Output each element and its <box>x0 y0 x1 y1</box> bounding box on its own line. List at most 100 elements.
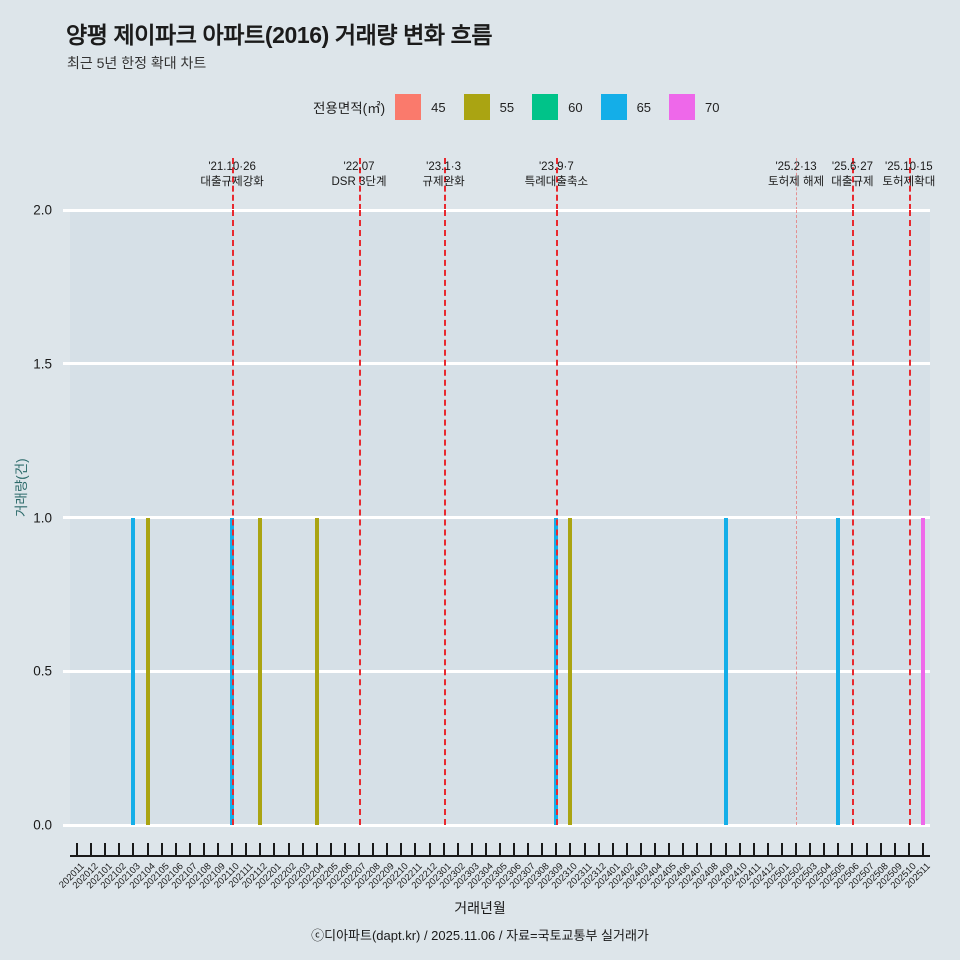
x-tick-mark <box>625 843 628 857</box>
event-label-202301: '23.1·3 규제완화 <box>422 160 464 190</box>
legend-item-label: 60 <box>568 99 583 115</box>
event-label-202207: '22.07 DSR 3단계 <box>332 160 387 190</box>
x-tick-mark <box>470 843 473 857</box>
legend-item[interactable]: 65 <box>600 94 663 120</box>
x-tick-mark <box>174 843 177 857</box>
x-tick-mark <box>358 843 361 857</box>
x-tick-mark <box>245 843 248 857</box>
x-tick-mark <box>823 843 826 857</box>
x-tick-mark <box>231 843 234 857</box>
legend-item[interactable]: 70 <box>669 94 731 120</box>
plot-area <box>70 208 930 827</box>
y-tick-mark <box>63 362 70 366</box>
legend-item[interactable]: 55 <box>463 94 526 120</box>
event-line-top-202110 <box>232 158 235 210</box>
x-tick-mark <box>76 843 79 857</box>
event-line-202309 <box>556 210 559 825</box>
x-tick-mark <box>569 843 572 857</box>
event-date: '22.07 <box>343 161 375 173</box>
event-line-202207 <box>359 210 362 825</box>
x-tick-mark <box>217 843 220 857</box>
y-tick-mark <box>63 823 70 827</box>
x-tick-mark <box>527 843 530 857</box>
x-tick-mark <box>90 843 93 857</box>
x-tick-mark <box>597 843 600 857</box>
legend: 전용면적(㎡) 45 55 60 65 70 <box>313 93 738 121</box>
gridline <box>70 516 930 519</box>
x-tick-mark <box>118 843 121 857</box>
bar-55-202112[interactable] <box>258 517 263 825</box>
legend-title: 전용면적(㎡) <box>313 101 386 116</box>
legend-item[interactable]: 45 <box>395 94 457 120</box>
x-axis-title: 거래년월 <box>454 900 506 916</box>
x-tick-mark <box>513 843 516 857</box>
event-line-top-202301 <box>443 158 446 210</box>
x-tick-mark <box>104 843 107 857</box>
x-tick-mark <box>202 843 205 857</box>
legend-item-label: 45 <box>431 99 446 115</box>
footer-credit: ⓒ디아파트(dapt.kr) / 2025.11.06 / 자료=국토교통부 실… <box>311 928 649 943</box>
event-name: 토허제 해제 <box>768 176 825 188</box>
bar-65-202103[interactable] <box>131 517 136 825</box>
x-tick-mark <box>555 843 558 857</box>
legend-item[interactable]: 60 <box>532 94 594 120</box>
legend-item-label: 65 <box>636 99 652 115</box>
event-line-top-202510 <box>908 158 911 210</box>
x-tick-mark <box>710 843 713 857</box>
event-name: DSR 3단계 <box>331 176 387 188</box>
bar-55-202204[interactable] <box>314 517 319 825</box>
bar-65-202409[interactable] <box>723 517 728 825</box>
x-tick-mark <box>386 843 389 857</box>
x-tick-mark <box>583 843 586 857</box>
event-line-202510 <box>908 210 911 825</box>
x-tick-mark <box>795 843 798 857</box>
x-tick-mark <box>315 843 318 857</box>
x-tick-mark <box>682 843 685 857</box>
x-tick-mark <box>738 843 741 857</box>
event-line-202506 <box>852 210 855 825</box>
x-tick-mark <box>780 843 783 857</box>
page-title: 양평 제이파크 아파트(2016) 거래량 변화 흐름 <box>66 22 493 48</box>
x-tick-mark <box>484 843 487 857</box>
x-tick-mark <box>752 843 755 857</box>
x-tick-mark <box>541 843 544 857</box>
x-tick-mark <box>893 843 896 857</box>
x-tick-mark <box>146 843 149 857</box>
event-label-202309: '23.9·7 특례대출축소 <box>525 160 588 190</box>
legend-swatch-icon <box>532 94 559 120</box>
event-label-202502: '25.2·13 토허제 해제 <box>768 160 824 190</box>
x-tick-mark <box>287 843 290 857</box>
x-tick-mark <box>724 843 727 857</box>
x-tick-mark <box>456 843 459 857</box>
x-tick-mark <box>301 843 304 857</box>
x-tick-mark <box>329 843 332 857</box>
bar-70-202511[interactable] <box>920 517 925 825</box>
bar-65-202505[interactable] <box>836 517 841 825</box>
event-date: '25.10·15 <box>885 161 933 173</box>
event-line-top-202502 <box>796 158 798 210</box>
y-tick-mark <box>63 208 70 212</box>
x-tick-mark <box>696 843 699 857</box>
bar-55-202310[interactable] <box>568 517 573 825</box>
x-tick-mark <box>259 843 262 857</box>
event-line-202502 <box>796 210 798 825</box>
x-tick-mark <box>442 843 445 857</box>
event-line-top-202309 <box>556 158 559 210</box>
legend-swatch-icon <box>669 94 696 120</box>
x-tick-mark <box>499 843 501 857</box>
y-tick-mark <box>63 516 70 519</box>
event-date: '23.1·3 <box>426 161 461 173</box>
x-tick-mark <box>907 843 910 857</box>
x-tick-mark <box>188 843 191 857</box>
bar-55-202104[interactable] <box>145 517 150 825</box>
event-name: 토허제확대 <box>882 176 936 188</box>
event-name: 특례대출축소 <box>524 176 589 188</box>
gridline <box>70 208 930 212</box>
x-tick-mark <box>132 843 135 857</box>
x-tick-mark <box>879 843 882 857</box>
x-tick-mark <box>668 843 671 857</box>
legend-swatch-icon <box>600 94 627 120</box>
y-tick-label: 1.0 <box>33 510 52 525</box>
legend-item-label: 55 <box>499 99 515 115</box>
